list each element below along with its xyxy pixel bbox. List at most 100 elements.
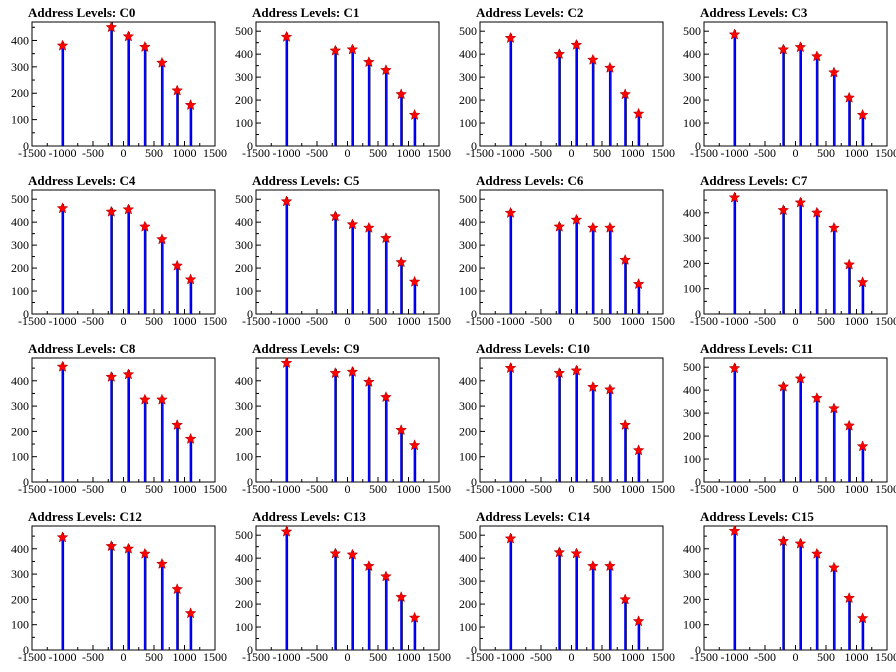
chart-panel: Address Levels: C2 0 100 200 300 400 500 -1500-… [448, 0, 675, 168]
y-tick-label: 200 [683, 93, 701, 107]
histogram-bar [558, 373, 561, 482]
chart-svg: Address Levels: C30100200300400500-1500-… [683, 5, 896, 160]
x-tick-label: 500 [369, 314, 387, 328]
x-tick-label: -500 [306, 146, 328, 160]
y-tick-label: 300 [459, 70, 477, 84]
peak-star-marker [346, 218, 359, 230]
histogram-bar [509, 212, 512, 314]
y-tick-label: 400 [459, 551, 477, 565]
x-tick-label: 500 [593, 650, 611, 664]
histogram-bar [176, 589, 179, 650]
x-tick-label: 1000 [845, 314, 869, 328]
peak-star-marker [843, 591, 856, 604]
histogram-bar [413, 445, 416, 482]
x-tick-label: -1500 [242, 314, 270, 328]
chart-title: Address Levels: C12 [28, 509, 142, 524]
plot-frame [703, 21, 888, 147]
peak-star-marker [604, 61, 616, 73]
y-tick-label: 100 [683, 618, 701, 632]
x-tick-label: 0 [345, 314, 351, 328]
peak-star-marker [570, 364, 583, 376]
x-tick-label: -500 [82, 650, 104, 664]
peak-star-marker [280, 195, 293, 207]
x-tick-label: 1000 [845, 146, 869, 160]
x-tick-label: 500 [145, 482, 163, 496]
y-tick-label: 100 [11, 284, 29, 298]
y-tick-label: 400 [11, 374, 29, 388]
peak-star-marker [105, 21, 118, 33]
peak-star-marker [604, 383, 616, 395]
y-tick-label: 200 [683, 256, 701, 270]
chart-panel: Address Levels: C12 0 100 200 300 400 -1500 -10… [0, 504, 227, 672]
x-tick-label: 1500 [427, 482, 451, 496]
histogram-bar [624, 599, 627, 650]
x-tick-label: 1500 [427, 650, 451, 664]
peak-star-marker [843, 91, 856, 103]
x-tick-label: 0 [345, 146, 351, 160]
chart-svg: Address Levels: C15 0 100 200 300 400 -1500 -10… [683, 509, 896, 664]
histogram-bar [367, 62, 370, 147]
x-tick-label: 1500 [651, 482, 675, 496]
histogram-bar [400, 262, 403, 314]
x-tick-label: -500 [306, 482, 328, 496]
peak-star-marker [570, 38, 583, 50]
y-tick-label: 300 [11, 399, 29, 413]
y-tick-label: 400 [459, 47, 477, 61]
peak-star-marker [380, 232, 392, 244]
peak-star-marker [553, 220, 566, 232]
histogram-bar [624, 425, 627, 482]
histogram-bar [413, 617, 416, 650]
plot-frame [255, 525, 440, 651]
x-tick-label: 1500 [651, 314, 675, 328]
y-tick-label: 0 [471, 307, 477, 321]
y-tick-label: 100 [459, 284, 477, 298]
x-tick-label: -1500 [466, 482, 494, 496]
chart-title: Address Levels: C2 [476, 5, 583, 20]
peak-star-marker [570, 213, 583, 225]
y-tick-label: 500 [459, 528, 477, 542]
x-tick-label: -1500 [18, 650, 46, 664]
chart-panel: Address Levels: C8 0 100 200 300 400 -1500 -100… [0, 336, 227, 504]
peak-star-marker [553, 546, 566, 558]
y-tick-label: 300 [683, 406, 701, 420]
histogram-bar [189, 279, 192, 314]
x-tick-label: 500 [817, 314, 835, 328]
peak-star-marker [280, 525, 293, 537]
peak-star-marker [856, 440, 869, 452]
y-tick-label: 400 [459, 374, 477, 388]
y-tick-label: 300 [235, 70, 253, 84]
histogram-bar [176, 265, 179, 314]
x-tick-label: 1000 [621, 482, 645, 496]
histogram-bar [799, 543, 802, 650]
plot-frame [31, 525, 216, 651]
chart-title: Address Levels: C7 [700, 173, 808, 188]
peak-star-marker [856, 108, 869, 120]
peak-star-marker [604, 221, 616, 233]
peak-star-marker [619, 418, 632, 431]
chart-svg: Address Levels: C11 0 100 200 300 400 500 -1500… [683, 341, 896, 496]
peak-star-marker [553, 47, 566, 60]
x-tick-label: -1000 [497, 314, 525, 328]
plot-frame [255, 357, 440, 483]
histogram-bar [127, 36, 130, 147]
peak-star-marker [777, 204, 790, 216]
plot-frame [703, 357, 888, 483]
x-tick-label: -1000 [721, 146, 749, 160]
peak-star-marker [346, 43, 359, 55]
histogram-bar [127, 548, 130, 650]
peak-star-marker [56, 360, 69, 372]
histogram-bar [127, 209, 130, 314]
y-tick-label: 500 [459, 192, 477, 206]
x-tick-label: -500 [530, 650, 552, 664]
y-tick-label: 100 [235, 450, 253, 464]
y-tick-label: 200 [11, 86, 29, 100]
histogram-bar [189, 105, 192, 146]
x-tick-label: 1500 [875, 146, 896, 160]
histogram-bar [160, 399, 163, 482]
y-tick-label: 400 [683, 206, 701, 220]
peak-star-marker [586, 221, 599, 233]
histogram-bar [110, 376, 113, 482]
peak-star-marker [504, 31, 517, 44]
peak-star-marker [777, 535, 790, 547]
histogram-bar [143, 226, 146, 314]
